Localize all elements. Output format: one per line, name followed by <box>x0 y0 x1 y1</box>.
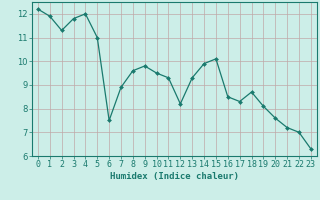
X-axis label: Humidex (Indice chaleur): Humidex (Indice chaleur) <box>110 172 239 181</box>
